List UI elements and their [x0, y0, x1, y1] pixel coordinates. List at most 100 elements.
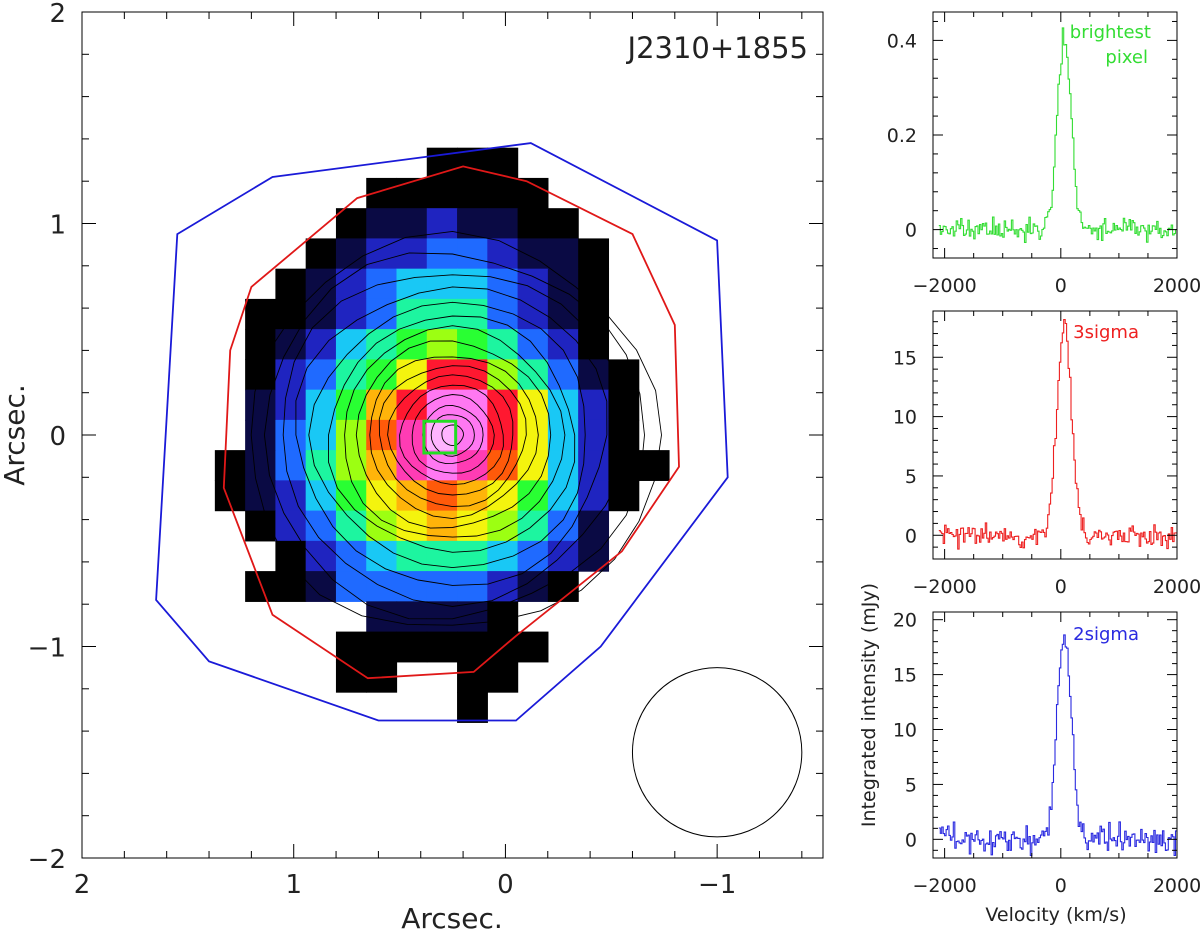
map-pixel [487, 208, 519, 240]
map-pixel [335, 510, 367, 542]
map-pixel [245, 450, 277, 481]
map-pixel [487, 571, 519, 602]
map-pixel [426, 631, 458, 663]
map-pixel [245, 389, 277, 421]
map-pixel [517, 419, 549, 451]
map-pixel [245, 329, 277, 360]
map-pixel-grid [214, 147, 670, 723]
map-pixel [547, 540, 579, 572]
map-pixel [487, 601, 519, 633]
map-pixel [547, 238, 579, 270]
map-pixel [245, 510, 277, 542]
spectrum-y-tick-label: 5 [905, 774, 917, 796]
spectrum-label-pixel: pixel [1105, 47, 1148, 68]
map-pixel [275, 510, 307, 542]
map-pixel [366, 359, 398, 391]
map-pixel [517, 238, 549, 270]
map-pixel [457, 238, 488, 270]
map-pixel [517, 480, 549, 512]
spectrum-panel-3sigma: −2000 0 2000 0 5 10 15 3sigma [893, 310, 1200, 598]
spectrum-2sigma-line [938, 634, 1177, 857]
spectrum-x-tick-label: 2000 [1153, 875, 1200, 897]
map-y-tick-label: −1 [28, 634, 66, 664]
map-pixel [335, 631, 367, 663]
map-y-tick-label: 1 [49, 211, 66, 241]
spectrum-2sigma-x-tick-labels: −2000 0 2000 [912, 875, 1200, 897]
spectrum-2sigma-y-tick-labels: 0 5 10 15 20 [893, 610, 917, 852]
map-pixel [335, 571, 367, 602]
map-contour [441, 424, 464, 447]
map-pixel [396, 631, 428, 663]
map-contour [399, 384, 504, 486]
map-pixel [457, 692, 488, 723]
map-pixel [487, 450, 519, 481]
map-pixel [335, 238, 367, 270]
map-pixel [275, 540, 307, 572]
map-contour [387, 374, 514, 496]
spectrum-3sigma-y-tick-labels: 0 5 10 15 [893, 347, 917, 547]
map-x-tick-label: −1 [698, 870, 736, 900]
spectrum-x-tick-label: 2000 [1153, 275, 1200, 297]
map-pixel [578, 450, 610, 481]
map-pixel [578, 480, 610, 512]
brightest-pixel-box [422, 419, 458, 455]
spectrum-y-tick-label: 20 [893, 610, 917, 632]
map-contour [369, 356, 539, 520]
map-pixel [517, 389, 549, 421]
map-pixel [335, 359, 367, 391]
map-contour [411, 394, 495, 474]
map-contour [295, 286, 608, 586]
spectrum-x-tick-label: −2000 [912, 576, 976, 598]
map-contour [250, 230, 662, 626]
map-pixel [305, 268, 337, 300]
map-contour [430, 414, 475, 457]
spectrum-y-tick-label: 0.4 [887, 30, 917, 52]
spectra-y-axis-label: Integrated intensity (mJy) [858, 583, 880, 827]
map-pixel [335, 450, 367, 481]
map-pixel [547, 510, 579, 542]
spectrum-x-tick-label: 0 [1055, 875, 1067, 897]
map-pixel [396, 329, 428, 360]
map-pixel [547, 329, 579, 360]
map-pixel [457, 329, 488, 360]
spectrum-x-tick-label: 0 [1055, 275, 1067, 297]
map-pixel [396, 389, 428, 421]
map-pixel [578, 359, 610, 391]
map-pixel [305, 450, 337, 481]
map-x-tick-label: 1 [285, 870, 302, 900]
spectrum-y-tick-label: 0.2 [887, 125, 917, 147]
map-pixel [396, 480, 428, 512]
map-pixel [305, 359, 337, 391]
map-pixel [578, 510, 610, 542]
spectrum-y-tick-label: 15 [893, 347, 917, 369]
map-pixel [457, 389, 488, 421]
map-pixel [305, 510, 337, 542]
map-pixel [366, 480, 398, 512]
map-pixel [457, 208, 488, 240]
spectra-x-axis-label: Velocity (km/s) [985, 904, 1126, 926]
map-pixel [214, 450, 246, 481]
map-pixel [275, 298, 307, 330]
spectrum-2sigma-ticks [933, 612, 1178, 858]
map-pixel [426, 571, 458, 602]
map-pixel [638, 450, 670, 481]
map-contours [250, 230, 662, 626]
spectrum-y-tick-label: 15 [893, 665, 917, 687]
map-pixel [578, 238, 610, 270]
spectrum-y-tick-label: 5 [905, 466, 917, 488]
map-pixel [426, 268, 458, 300]
map-pixel [487, 329, 519, 360]
map-pixel [487, 268, 519, 300]
map-x-tick-labels: 2 1 0 −1 [74, 870, 737, 900]
map-pixel [275, 389, 307, 421]
spectrum-panel-2sigma: −2000 0 2000 0 5 10 15 20 2sigma Velocity (km/… [858, 583, 1200, 926]
map-pixel [547, 208, 579, 240]
map-pixel [335, 268, 367, 300]
map-pixel [275, 480, 307, 512]
spectrum-brightest-pixel-ticks [933, 12, 1178, 258]
map-pixel [487, 661, 519, 693]
map-pixel [457, 268, 488, 300]
map-pixel [517, 631, 549, 663]
spectrum-3sigma-line [938, 319, 1177, 550]
